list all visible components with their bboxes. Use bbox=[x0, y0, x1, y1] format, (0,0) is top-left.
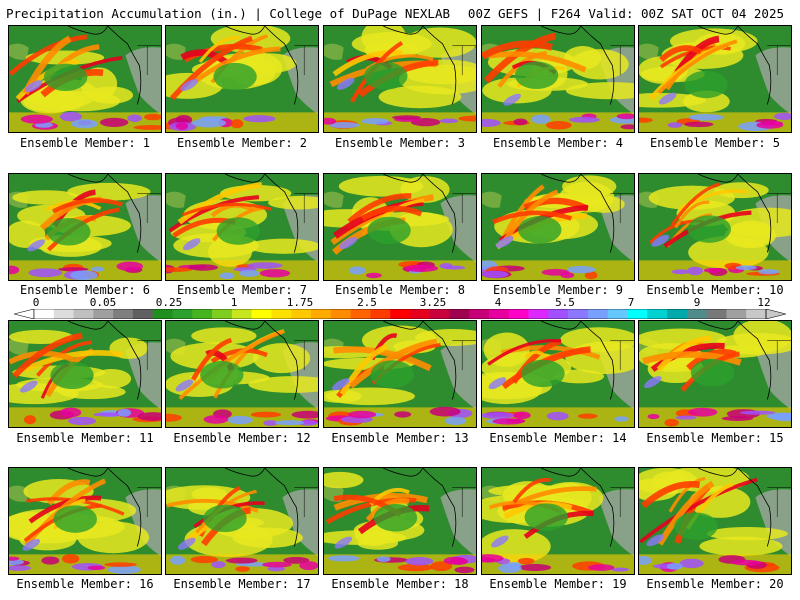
colorbar-swatch bbox=[73, 309, 94, 319]
colorbar-swatch bbox=[271, 309, 292, 319]
colorbar-swatch bbox=[548, 309, 569, 319]
ensemble-member-label: Ensemble Member: 18 bbox=[331, 577, 469, 591]
colorbar-swatch bbox=[251, 309, 272, 319]
colorbar-tick-label: 3.25 bbox=[419, 296, 447, 309]
colorbar-tick-label: 0.25 bbox=[155, 296, 183, 309]
precipitation-colorbar bbox=[14, 309, 786, 319]
colorbar-tick-label: 9 bbox=[693, 296, 701, 309]
ensemble-member-map bbox=[481, 467, 635, 575]
colorbar-tick-label: 12 bbox=[757, 296, 771, 309]
colorbar-swatch bbox=[390, 309, 411, 319]
ensemble-member-label: Ensemble Member: 8 bbox=[334, 283, 466, 297]
colorbar-tick-label: 7 bbox=[627, 296, 635, 309]
ensemble-member-label: Ensemble Member: 19 bbox=[489, 577, 627, 591]
colorbar-swatch bbox=[132, 309, 154, 319]
ensemble-member-label: Ensemble Member: 10 bbox=[646, 283, 784, 297]
ensemble-member-label: Ensemble Member: 16 bbox=[16, 577, 154, 591]
colorbar-tick-label: 4 bbox=[494, 296, 502, 309]
ensemble-member-map bbox=[481, 320, 635, 428]
colorbar-swatch bbox=[113, 309, 134, 319]
colorbar-swatch bbox=[370, 309, 391, 319]
ensemble-member-map bbox=[323, 320, 477, 428]
ensemble-member-map bbox=[638, 467, 792, 575]
ensemble-member-label: Ensemble Member: 11 bbox=[16, 431, 154, 445]
ensemble-member-map bbox=[323, 173, 477, 281]
ensemble-member-map bbox=[481, 173, 635, 281]
ensemble-member-label: Ensemble Member: 9 bbox=[492, 283, 624, 297]
colorbar-swatch bbox=[469, 309, 490, 319]
ensemble-member-label: Ensemble Member: 15 bbox=[646, 431, 784, 445]
ensemble-member-map bbox=[8, 25, 162, 133]
colorbar-swatch bbox=[429, 309, 450, 319]
ensemble-member-map bbox=[165, 173, 319, 281]
ensemble-member-map bbox=[165, 320, 319, 428]
colorbar-swatch bbox=[172, 309, 193, 319]
colorbar-swatch bbox=[192, 309, 213, 319]
ensemble-member-label: Ensemble Member: 13 bbox=[331, 431, 469, 445]
ensemble-member-map bbox=[8, 173, 162, 281]
colorbar-swatch bbox=[34, 309, 55, 319]
colorbar-swatch bbox=[449, 309, 470, 319]
colorbar-swatch bbox=[528, 309, 549, 319]
ensemble-member-map bbox=[165, 467, 319, 575]
colorbar-swatch bbox=[330, 309, 351, 319]
ensemble-member-map bbox=[638, 320, 792, 428]
colorbar-swatch bbox=[607, 309, 628, 319]
colorbar-swatch bbox=[587, 309, 609, 319]
colorbar-swatch bbox=[291, 309, 312, 319]
colorbar-min-arrow bbox=[14, 309, 35, 319]
ensemble-member-label: Ensemble Member: 17 bbox=[173, 577, 311, 591]
colorbar-tick-label: 1 bbox=[230, 296, 238, 309]
colorbar-swatch bbox=[310, 309, 332, 319]
colorbar-swatch bbox=[686, 309, 707, 319]
colorbar-swatch bbox=[53, 309, 74, 319]
colorbar-swatch bbox=[212, 309, 233, 319]
colorbar-swatch bbox=[152, 309, 173, 319]
ensemble-member-label: Ensemble Member: 1 bbox=[19, 136, 151, 150]
ensemble-member-label: Ensemble Member: 7 bbox=[176, 283, 308, 297]
ensemble-member-map bbox=[323, 467, 477, 575]
ensemble-member-label: Ensemble Member: 12 bbox=[173, 431, 311, 445]
ensemble-member-map bbox=[165, 25, 319, 133]
colorbar-tick-label: 0 bbox=[32, 296, 40, 309]
ensemble-member-label: Ensemble Member: 20 bbox=[646, 577, 784, 591]
colorbar-swatch bbox=[647, 309, 668, 319]
colorbar-swatch bbox=[746, 309, 767, 319]
colorbar-tick-label: 5.5 bbox=[555, 296, 575, 309]
ensemble-member-map bbox=[481, 25, 635, 133]
ensemble-member-label: Ensemble Member: 6 bbox=[19, 283, 151, 297]
colorbar-swatch bbox=[409, 309, 430, 319]
ensemble-member-label: Ensemble Member: 4 bbox=[492, 136, 624, 150]
colorbar-max-arrow bbox=[765, 309, 786, 319]
colorbar-swatch bbox=[350, 309, 371, 319]
ensemble-member-map bbox=[638, 25, 792, 133]
ensemble-member-label: Ensemble Member: 5 bbox=[649, 136, 781, 150]
map-title: Precipitation Accumulation (in.) | Colle… bbox=[6, 6, 451, 21]
ensemble-member-map bbox=[8, 320, 162, 428]
model-run-valid-time: 00Z GEFS | F264 Valid: 00Z SAT OCT 04 20… bbox=[467, 6, 784, 21]
colorbar-swatch bbox=[508, 309, 529, 319]
ensemble-member-map bbox=[638, 173, 792, 281]
colorbar-tick-label: 1.75 bbox=[286, 296, 314, 309]
colorbar-swatch bbox=[489, 309, 510, 319]
colorbar-outline bbox=[33, 309, 767, 319]
ensemble-member-label: Ensemble Member: 3 bbox=[334, 136, 466, 150]
ensemble-member-map bbox=[323, 25, 477, 133]
colorbar-swatch bbox=[667, 309, 688, 319]
ensemble-member-map bbox=[8, 467, 162, 575]
colorbar-swatch bbox=[568, 309, 589, 319]
colorbar-swatch bbox=[726, 309, 747, 319]
colorbar-tick-label: 0.05 bbox=[89, 296, 117, 309]
colorbar-tick-label: 2.5 bbox=[357, 296, 377, 309]
ensemble-member-label: Ensemble Member: 14 bbox=[489, 431, 627, 445]
ensemble-member-label: Ensemble Member: 2 bbox=[176, 136, 308, 150]
colorbar-swatch bbox=[706, 309, 727, 319]
colorbar-swatch bbox=[231, 309, 252, 319]
colorbar-swatch bbox=[627, 309, 648, 319]
colorbar-swatch bbox=[93, 309, 114, 319]
